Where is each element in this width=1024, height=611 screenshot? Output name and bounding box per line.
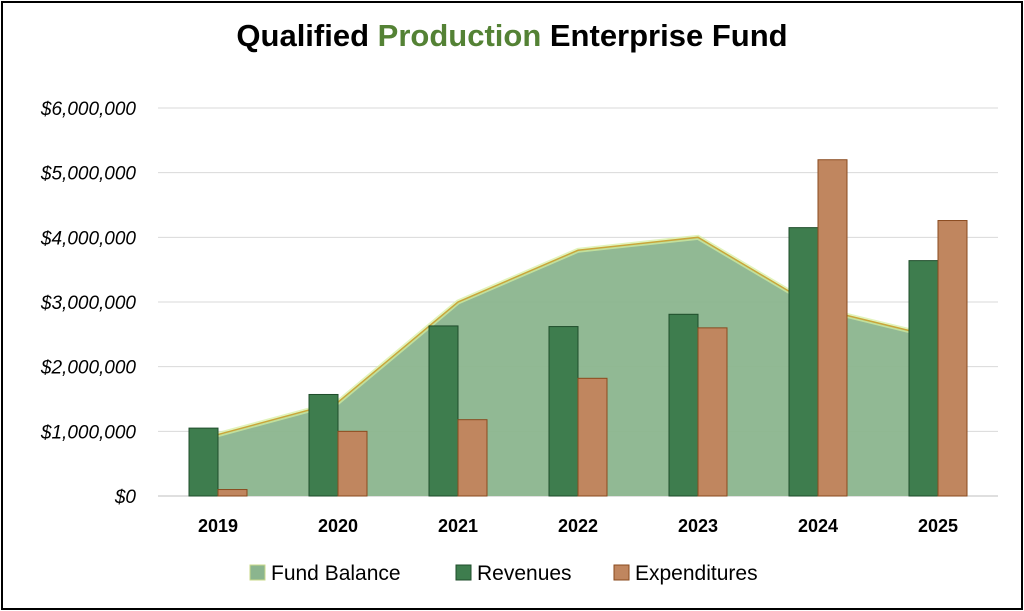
legend-swatch-1 bbox=[455, 564, 472, 581]
x-tick-label-2022: 2022 bbox=[558, 516, 598, 536]
title-accent-word: Production bbox=[377, 18, 542, 53]
legend: Fund Balance Revenues Expenditures bbox=[249, 562, 758, 585]
legend-swatch-0 bbox=[249, 564, 266, 581]
expenditures-bar-2023 bbox=[697, 327, 728, 497]
revenues-bar-2024 bbox=[788, 227, 819, 497]
chart-title: Qualified Production Enterprise Fund bbox=[0, 18, 1024, 54]
x-tick-label-2019: 2019 bbox=[198, 516, 238, 536]
expenditures-bar-2019 bbox=[217, 489, 248, 497]
expenditures-bar-2021 bbox=[457, 419, 488, 497]
legend-label-1: Revenues bbox=[477, 562, 572, 585]
legend-label-0: Fund Balance bbox=[271, 562, 401, 585]
legend-label-2: Expenditures bbox=[635, 562, 758, 585]
y-tick-label: $0 bbox=[114, 487, 137, 508]
x-tick-label-2025: 2025 bbox=[918, 516, 958, 536]
expenditures-bar-2025 bbox=[937, 220, 968, 497]
revenues-bar-2020 bbox=[308, 393, 339, 497]
x-tick-label-2024: 2024 bbox=[798, 516, 838, 536]
legend-swatch-2 bbox=[613, 564, 630, 581]
y-tick-label: $2,000,000 bbox=[40, 358, 137, 379]
revenues-bar-2022 bbox=[548, 326, 579, 497]
y-tick-label: $6,000,000 bbox=[40, 99, 137, 120]
bars-layer bbox=[188, 159, 968, 497]
revenues-bar-2019 bbox=[188, 427, 219, 497]
expenditures-bar-2020 bbox=[337, 430, 368, 497]
y-tick-label: $4,000,000 bbox=[40, 228, 137, 249]
x-axis: 2019 2020 2021 2022 2023 2024 2025 bbox=[198, 516, 958, 536]
revenues-bar-2023 bbox=[668, 313, 699, 497]
x-tick-label-2020: 2020 bbox=[318, 516, 358, 536]
x-tick-label-2023: 2023 bbox=[678, 516, 718, 536]
y-axis: $0 $1,000,000 $2,000,000 $3,000,000 $4,000,0… bbox=[40, 99, 137, 508]
expenditures-bar-2024 bbox=[817, 159, 848, 497]
expenditures-bar-2022 bbox=[577, 377, 608, 497]
x-tick-label-2021: 2021 bbox=[438, 516, 478, 536]
y-tick-label: $1,000,000 bbox=[40, 422, 137, 443]
revenues-bar-2025 bbox=[908, 260, 939, 497]
revenues-bar-2021 bbox=[428, 325, 459, 497]
y-tick-label: $3,000,000 bbox=[40, 293, 137, 314]
title-part3: Enterprise Fund bbox=[541, 18, 788, 53]
y-tick-label: $5,000,000 bbox=[40, 164, 137, 185]
title-part1: Qualified bbox=[236, 18, 378, 53]
